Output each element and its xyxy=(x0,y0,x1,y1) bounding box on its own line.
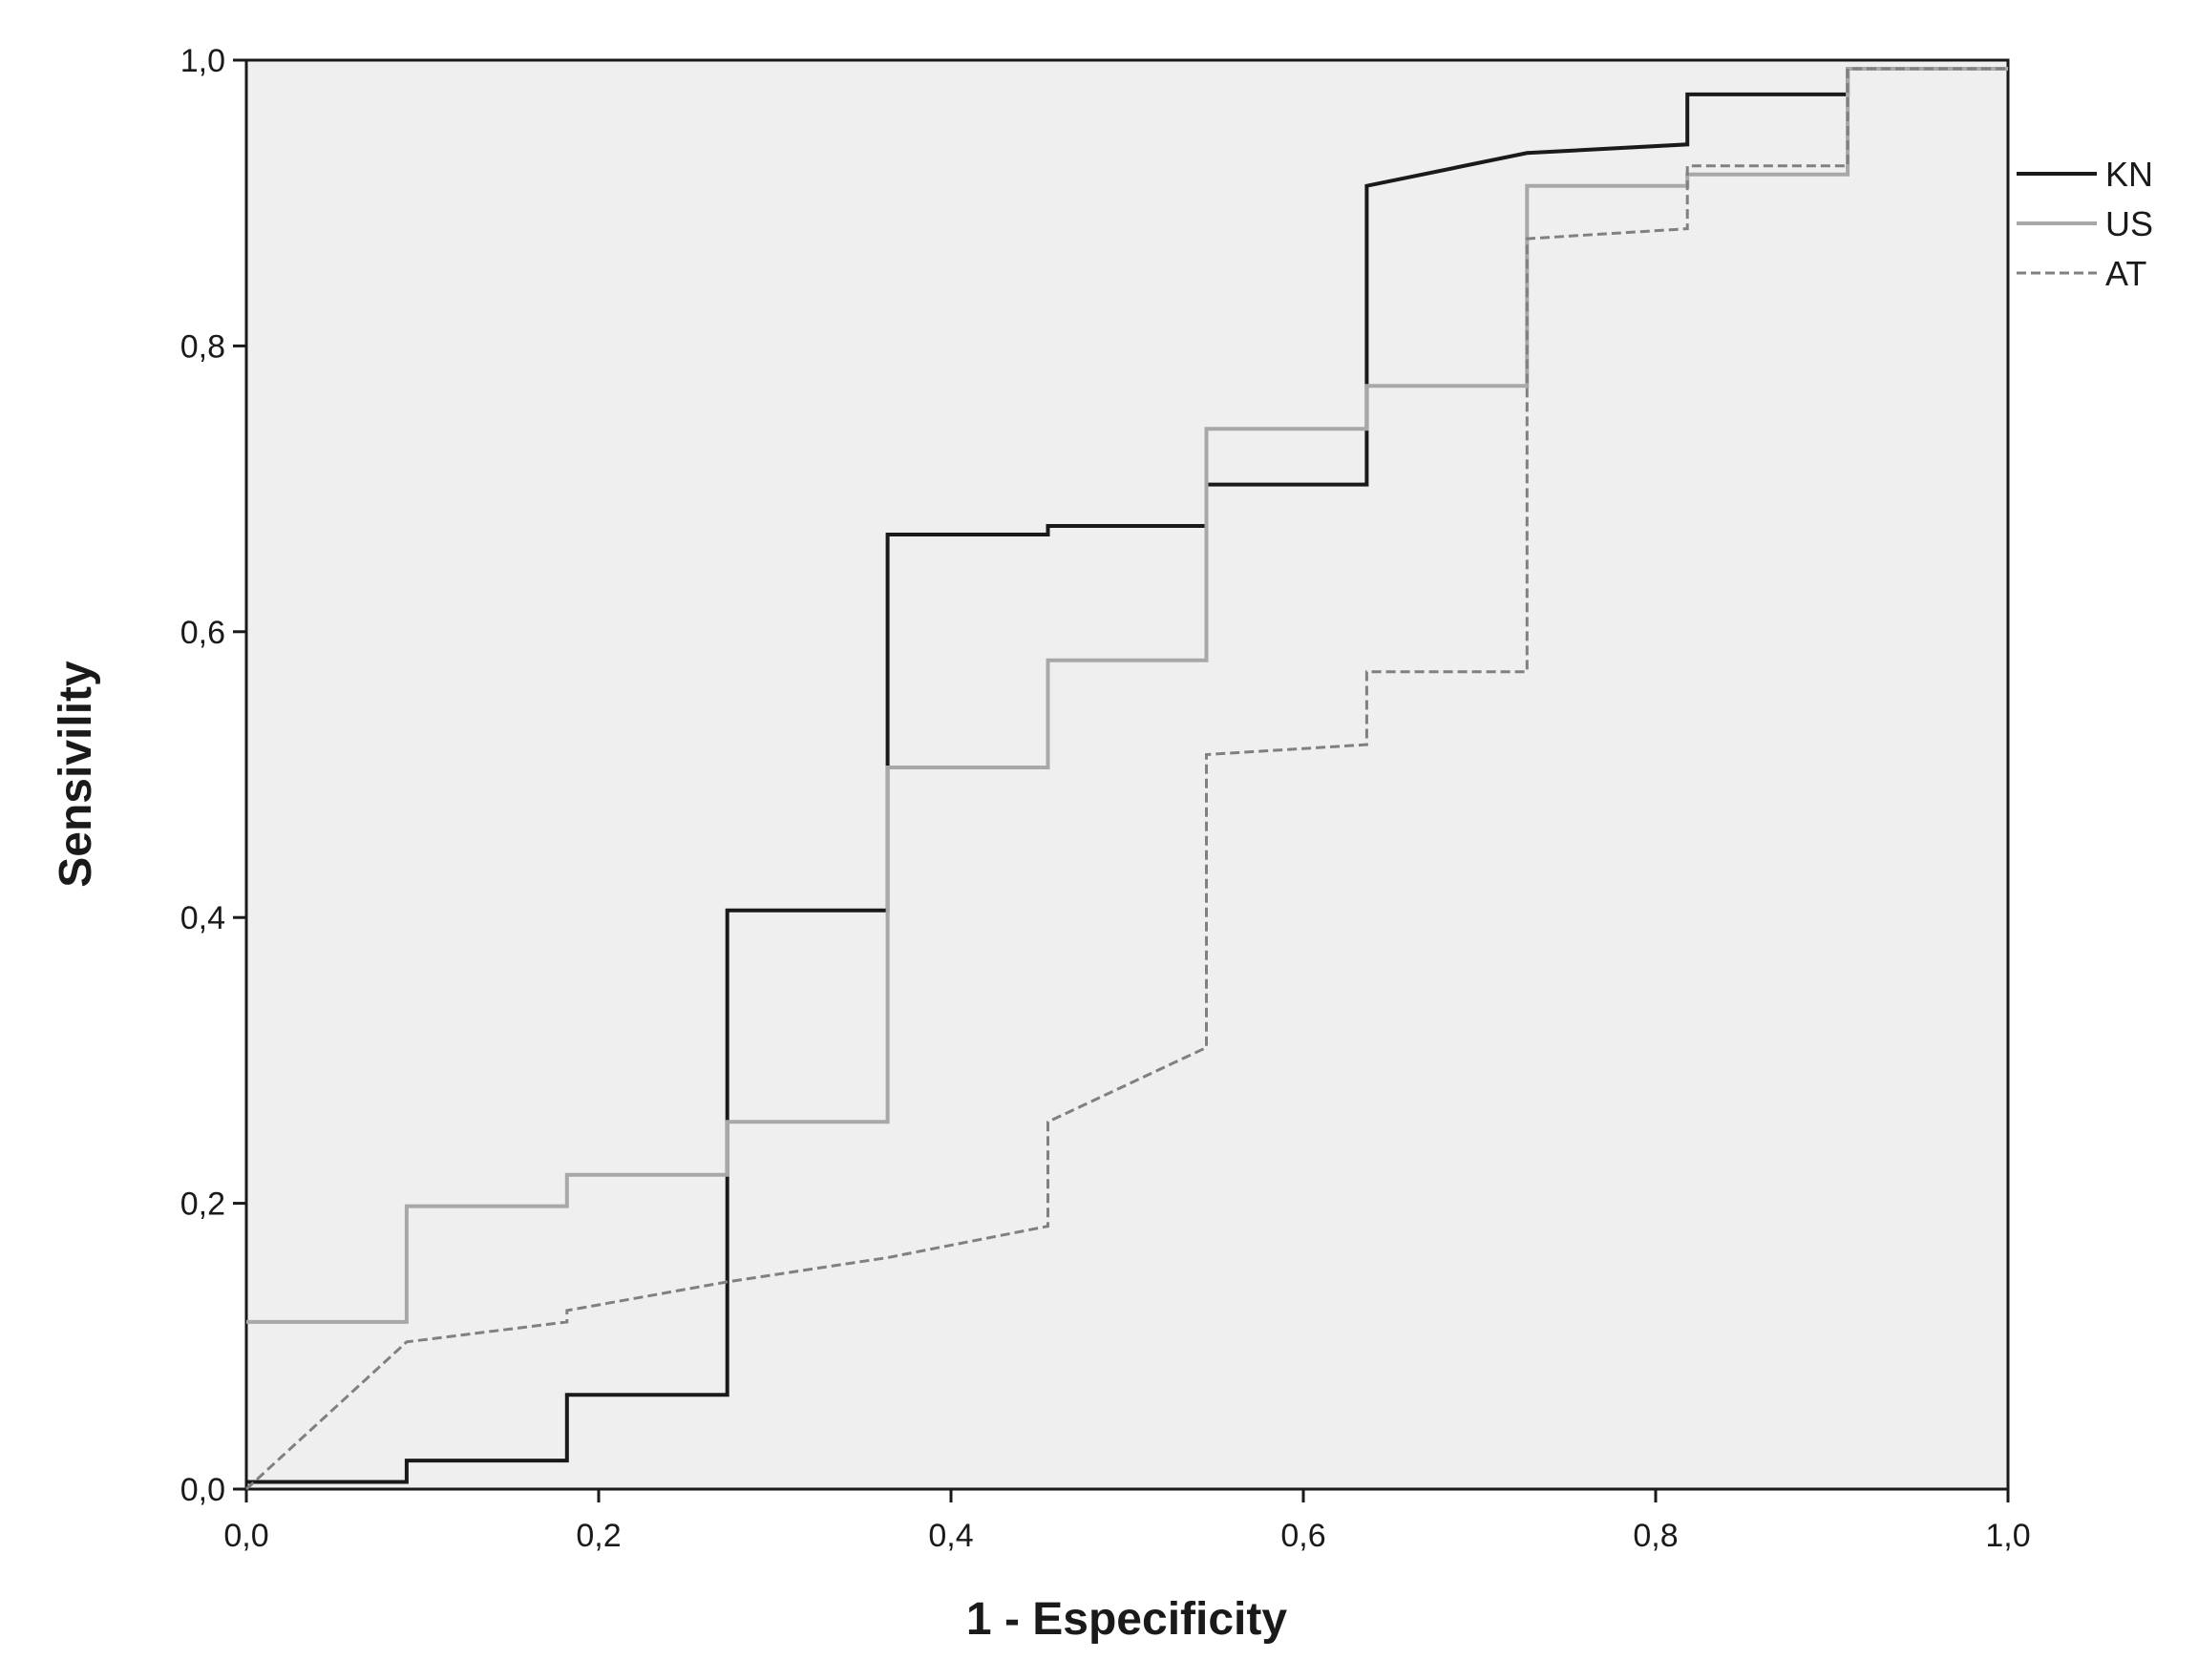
axis-ticks: 0,0 0,2 0,4 0,6 0,8 1,0 0,0 0,2 0,4 0,6 0,8 1,0 xyxy=(180,43,2031,1554)
y-tick-label: 0,2 xyxy=(180,1186,225,1223)
series-line-kn xyxy=(246,67,2008,1484)
x-tick-label: 0,4 xyxy=(928,1518,973,1554)
y-axis-title: Sensivility xyxy=(51,661,101,888)
legend-label-us: US xyxy=(2105,204,2153,243)
series-lines xyxy=(244,67,2008,1491)
x-tick-label: 0,6 xyxy=(1280,1518,1325,1554)
plot-area xyxy=(244,58,2010,1491)
x-tick-label: 0,0 xyxy=(223,1518,268,1554)
x-tick-label: 0,8 xyxy=(1633,1518,1678,1554)
legend-label-kn: KN xyxy=(2105,155,2153,194)
y-tick-label: 0,4 xyxy=(180,900,225,936)
y-tick-label: 1,0 xyxy=(180,43,225,79)
x-tick-label: 1,0 xyxy=(1985,1518,2030,1554)
series-line-us xyxy=(246,67,2008,1324)
y-tick-label: 0,8 xyxy=(180,328,225,365)
legend-label-at: AT xyxy=(2105,254,2146,293)
x-tick-label: 0,2 xyxy=(576,1518,621,1554)
legend: KN US AT xyxy=(2017,155,2153,293)
y-tick-label: 0,0 xyxy=(180,1472,225,1508)
y-tick-label: 0,6 xyxy=(180,615,225,651)
series-line-at xyxy=(244,67,2008,1491)
x-axis-title: 1 - Especificity xyxy=(966,1594,1287,1645)
